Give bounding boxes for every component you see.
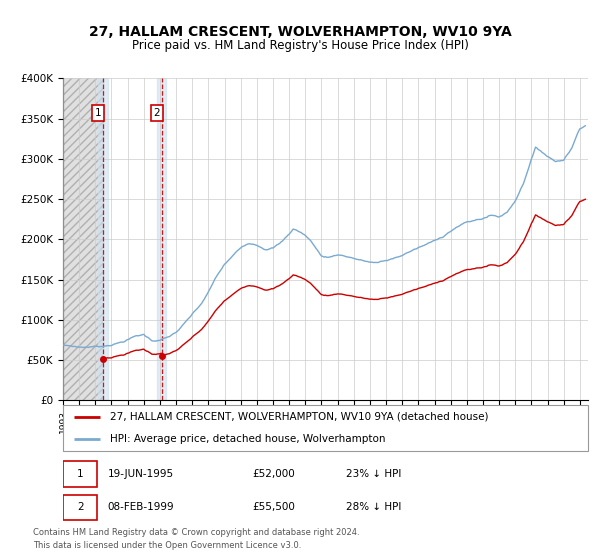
Bar [157,78,166,400]
Bar [63,78,103,400]
Text: 1: 1 [95,108,101,118]
Text: 23% ↓ HPI: 23% ↓ HPI [347,469,402,479]
Bar [63,78,103,400]
Text: 28% ↓ HPI: 28% ↓ HPI [347,502,402,512]
FancyBboxPatch shape [63,461,97,487]
Text: 2: 2 [154,108,160,118]
FancyBboxPatch shape [63,494,97,520]
Text: HPI: Average price, detached house, Wolverhampton: HPI: Average price, detached house, Wolv… [110,434,386,444]
Text: 27, HALLAM CRESCENT, WOLVERHAMPTON, WV10 9YA (detached house): 27, HALLAM CRESCENT, WOLVERHAMPTON, WV10… [110,412,489,422]
Text: Contains HM Land Registry data © Crown copyright and database right 2024.: Contains HM Land Registry data © Crown c… [33,529,359,538]
Text: 08-FEB-1999: 08-FEB-1999 [107,502,174,512]
Text: Price paid vs. HM Land Registry's House Price Index (HPI): Price paid vs. HM Land Registry's House … [131,39,469,52]
Text: 27, HALLAM CRESCENT, WOLVERHAMPTON, WV10 9YA: 27, HALLAM CRESCENT, WOLVERHAMPTON, WV10… [89,26,511,39]
Bar [98,78,107,400]
Text: 19-JUN-1995: 19-JUN-1995 [107,469,174,479]
FancyBboxPatch shape [63,405,588,451]
Text: 1: 1 [77,469,83,479]
Text: 2: 2 [77,502,83,512]
Text: £52,000: £52,000 [252,469,295,479]
Text: This data is licensed under the Open Government Licence v3.0.: This data is licensed under the Open Gov… [33,541,301,550]
Text: £55,500: £55,500 [252,502,295,512]
